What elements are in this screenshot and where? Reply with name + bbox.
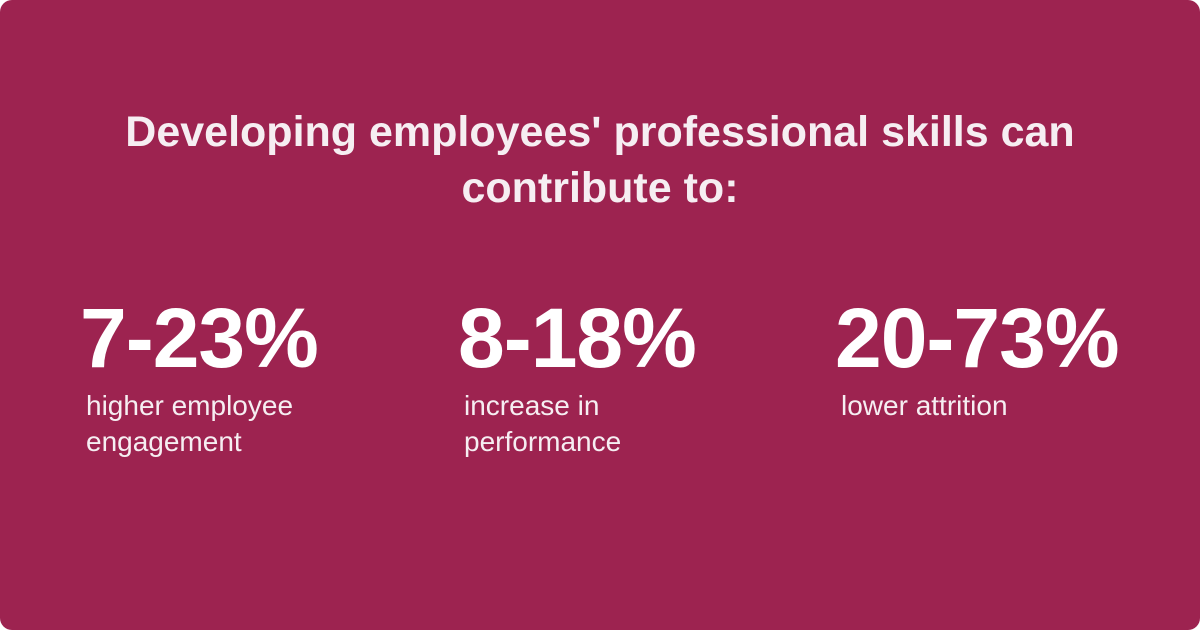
stat-label: lower attrition [841, 390, 1008, 421]
stat: 8-18% increase in performance [458, 290, 788, 460]
stat: 7-23% higher employee engagement [80, 290, 410, 460]
title: Developing employees' professional skill… [125, 108, 1075, 212]
stat-label: higher employee engagement [86, 390, 294, 457]
stat-value: 7-23% [80, 291, 319, 385]
stat-value: 20-73% [835, 291, 1120, 385]
stat-value: 8-18% [458, 291, 697, 385]
stat-label: increase in performance [464, 390, 622, 457]
stat: 20-73% lower attrition [835, 290, 1165, 424]
